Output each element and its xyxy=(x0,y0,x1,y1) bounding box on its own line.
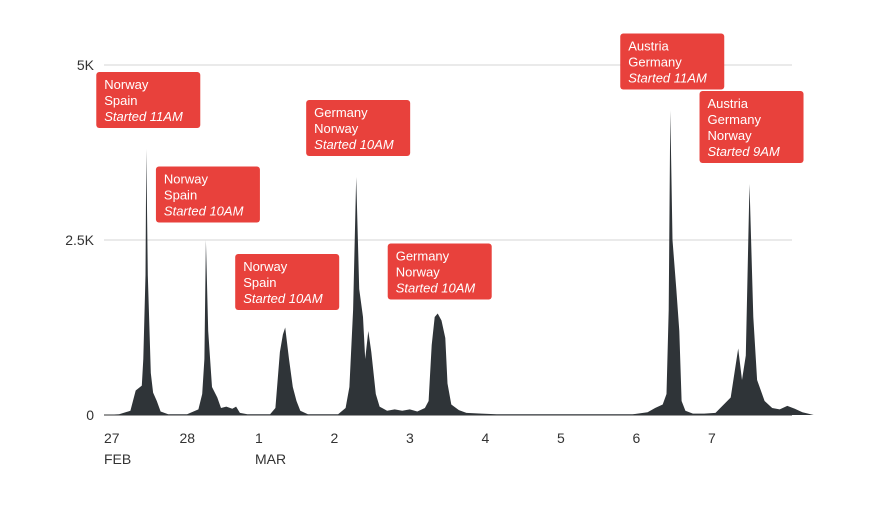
annotation-country: Norway xyxy=(243,259,288,274)
x-tick-label: 1 xyxy=(255,430,263,446)
annotation-box xyxy=(306,100,411,156)
annotation-country: Germany xyxy=(628,55,682,70)
annotation-started: Started 9AM xyxy=(708,144,780,159)
annotation-country: Spain xyxy=(243,275,276,290)
x-tick-label: 3 xyxy=(406,430,414,446)
annotation-started: Started 10AM xyxy=(396,281,476,296)
x-tick-label: 28 xyxy=(180,430,196,446)
x-tick-label: 27 xyxy=(104,430,120,446)
y-tick-label: 0 xyxy=(86,407,94,423)
x-tick-label: 4 xyxy=(482,430,490,446)
x-tick-sublabel: FEB xyxy=(104,451,131,467)
annotation-box xyxy=(699,91,804,163)
annotation-country: Norway xyxy=(396,265,441,280)
annotation-box xyxy=(620,33,725,90)
annotation-country: Spain xyxy=(104,93,137,108)
y-tick-label: 2.5K xyxy=(65,232,94,248)
annotation-started: Started 11AM xyxy=(628,71,707,86)
y-tick-label: 5K xyxy=(77,57,95,73)
annotation-country: Germany xyxy=(396,249,450,264)
x-tick-label: 2 xyxy=(331,430,339,446)
annotation-box xyxy=(235,254,340,310)
annotation-country: Austria xyxy=(708,96,749,111)
x-tick-label: 7 xyxy=(708,430,716,446)
x-tick-label: 5 xyxy=(557,430,565,446)
area-series-traffic xyxy=(104,110,814,415)
x-tick-sublabel: MAR xyxy=(255,451,286,467)
annotation-country: Norway xyxy=(314,121,359,136)
annotation-started: Started 10AM xyxy=(314,137,394,152)
annotation-country: Norway xyxy=(164,172,209,187)
annotation-box xyxy=(387,243,492,300)
x-tick-label: 6 xyxy=(633,430,641,446)
annotation-box xyxy=(96,72,201,128)
annotation-country: Spain xyxy=(164,188,197,203)
annotation-country: Austria xyxy=(628,39,669,54)
x-axis: 27 FEB 28 1 MAR 2 3 4 5 6 7 xyxy=(104,430,716,467)
annotation-country: Germany xyxy=(314,105,368,120)
annotation-country: Norway xyxy=(104,77,149,92)
area-layer xyxy=(104,110,814,415)
annotation-country: Norway xyxy=(708,128,753,143)
annotation-started: Started 11AM xyxy=(104,109,183,124)
annotation-started: Started 10AM xyxy=(164,204,244,219)
y-axis: 0 2.5K 5K xyxy=(65,57,94,423)
annotation-box xyxy=(155,166,260,223)
annotation-country: Germany xyxy=(708,112,762,127)
annotation-started: Started 10AM xyxy=(243,291,323,306)
